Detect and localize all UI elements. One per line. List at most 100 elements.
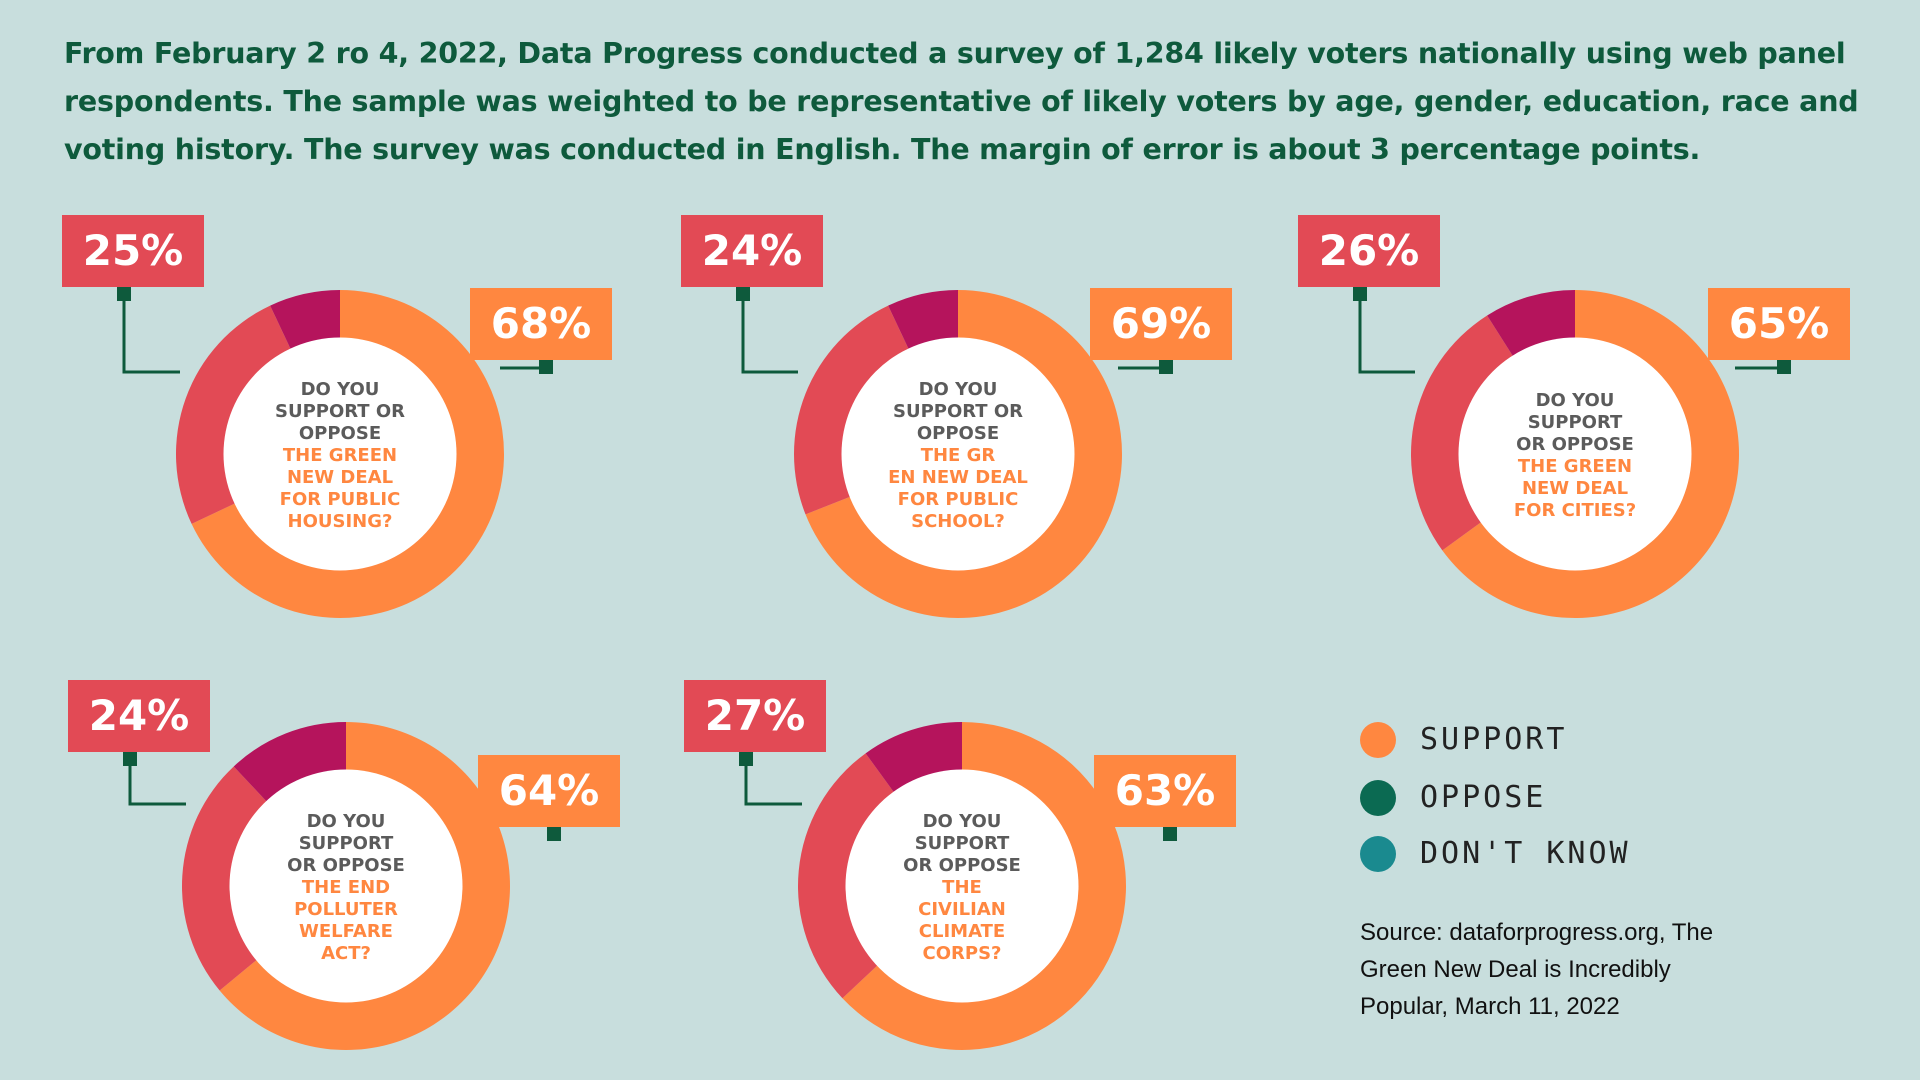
topic-line: POLLUTER [294,899,398,920]
support-value-box [1708,288,1850,360]
donut-slice-oppose [1410,315,1513,551]
support-value-box [1090,288,1232,360]
support-percent-label: 63% [1115,766,1216,815]
question-line: DO YOU [919,379,998,400]
support-value-box [470,288,612,360]
question-line: OR OPPOSE [1516,434,1634,455]
legend-swatch-oppose [1360,780,1396,816]
topic-line: CORPS? [923,943,1002,964]
connector-node [1159,360,1173,374]
donut-slice-oppose [176,305,291,524]
donut-slice-support [1442,290,1739,618]
connector-node [1353,287,1367,301]
connector-node [1163,827,1177,841]
topic-line: THE END [302,877,390,898]
donut-hole [229,769,463,1003]
donut-slice-dont-know [1487,290,1575,357]
topic-line: SCHOOL? [911,511,1005,532]
donut-slice-oppose [797,753,894,999]
question-line: SUPPORT [1528,412,1623,433]
donut-hole [841,337,1075,571]
donut-slice-support [219,722,511,1050]
connector-node [739,752,753,766]
question-line: SUPPORT OR [893,401,1023,422]
oppose-value-box [1298,215,1440,287]
oppose-value-box [62,215,204,287]
connector-node [736,287,750,301]
topic-line: FOR PUBLIC [280,489,401,510]
connector-node [117,287,131,301]
topic-line: WELFARE [299,921,393,942]
donut-slice-dont-know [270,290,340,350]
oppose-percent-label: 25% [83,226,184,275]
donut-slice-oppose [793,305,909,515]
oppose-value-box [681,215,823,287]
question-line: OPPOSE [299,423,381,444]
question-line: DO YOU [307,811,386,832]
topic-line: THE GREEN [1518,456,1632,477]
intro-text: From February 2 ro 4, 2022, Data Progres… [64,37,1859,166]
topic-line: EN NEW DEAL [888,467,1028,488]
source-citation: Source: dataforprogress.org, The Green N… [1360,914,1760,1025]
support-value-box [1094,755,1236,827]
question-line: SUPPORT [915,833,1010,854]
question-line: SUPPORT [299,833,394,854]
connector-line-oppose [741,295,798,374]
topic-line: THE GR [921,445,996,466]
donut-hole [223,337,457,571]
legend-label-support: SUPPORT [1420,722,1568,757]
question-line: OR OPPOSE [287,855,405,876]
connector-line-oppose [1358,295,1415,374]
question-line: OR OPPOSE [903,855,1021,876]
support-value-box [478,755,620,827]
donut-slice-dont-know [888,290,958,350]
donut-slice-support [842,721,1126,1050]
question-line: SUPPORT OR [275,401,405,422]
legend-label-oppose: OPPOSE [1420,780,1547,815]
question-line: OPPOSE [917,423,999,444]
donut-slice-support [191,290,505,618]
oppose-percent-label: 24% [702,226,803,275]
legend-label-dont-know: DON'T KNOW [1420,836,1631,871]
topic-line: NEW DEAL [287,467,393,488]
topic-line: CIVILIAN [918,899,1006,920]
connector-line-oppose [744,760,802,806]
legend-swatch-support [1360,722,1396,758]
support-percent-label: 69% [1111,299,1212,348]
support-percent-label: 68% [491,299,592,348]
donut-slice-dont-know [233,722,346,802]
donut-hole [1458,337,1692,571]
donut-slice-dont-know [865,722,962,793]
topic-line: THE [942,877,982,898]
oppose-value-box [684,680,826,752]
question-line: DO YOU [1536,390,1615,411]
oppose-percent-label: 26% [1319,226,1420,275]
source-line: Popular, March 11, 2022 [1360,993,1620,1020]
legend-swatch-dont-know [1360,836,1396,872]
oppose-value-box [68,680,210,752]
topic-line: ACT? [321,943,371,964]
topic-line: HOUSING? [288,511,393,532]
topic-line: FOR CITIES? [1514,500,1636,521]
connector-node [123,752,137,766]
connector-node [1777,360,1791,374]
support-percent-label: 64% [499,766,600,815]
support-percent-label: 65% [1729,299,1830,348]
topic-line: NEW DEAL [1522,478,1628,499]
connector-line-oppose [128,760,186,806]
oppose-percent-label: 27% [705,691,806,740]
oppose-percent-label: 24% [89,691,190,740]
donut-slice-oppose [182,766,267,991]
connector-node [539,360,553,374]
topic-line: FOR PUBLIC [898,489,1019,510]
topic-line: CLIMATE [919,921,1005,942]
question-line: DO YOU [923,811,1002,832]
topic-line: THE GREEN [283,445,397,466]
connector-line-oppose [122,295,180,374]
question-line: DO YOU [301,379,380,400]
